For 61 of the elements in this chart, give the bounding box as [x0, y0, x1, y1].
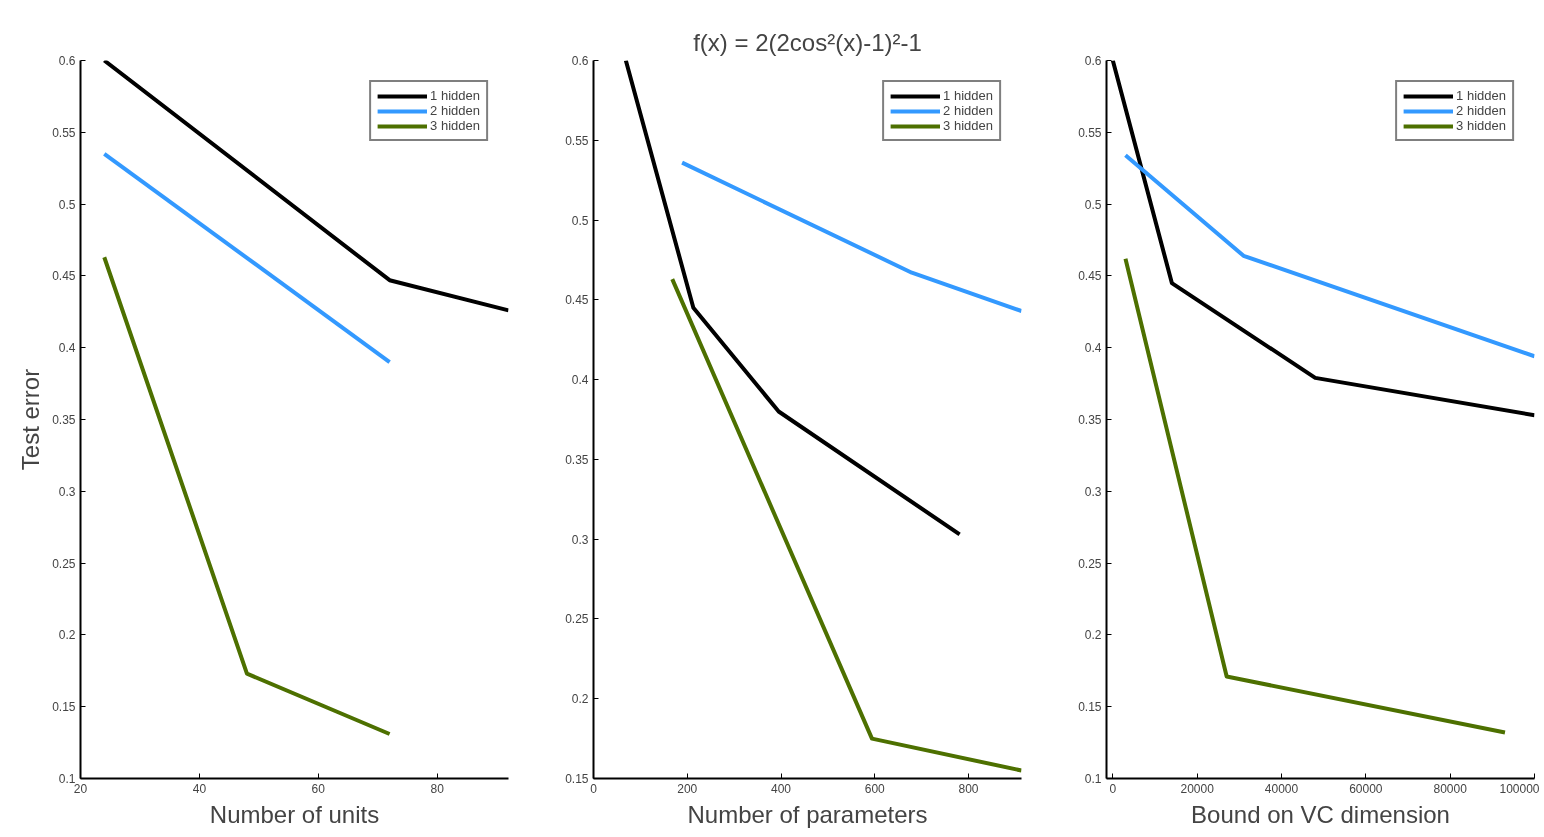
- x-axis-title: Number of parameters: [687, 800, 928, 828]
- y-tick-label: 0.3: [58, 484, 76, 499]
- x-tick-label: 20: [73, 781, 88, 796]
- x-tick-label: 60: [311, 781, 326, 796]
- x-tick-label: 400: [771, 781, 792, 796]
- y-tick-label: 0.5: [58, 197, 76, 212]
- y-tick-label: 0.35: [1078, 413, 1102, 427]
- x-tick-label: 600: [864, 781, 886, 796]
- y-tick-label: 0.6: [1084, 54, 1102, 68]
- x-tick-label: 40: [192, 781, 207, 796]
- y-tick-label: 0.4: [58, 341, 76, 356]
- legend-label: 1 hidden: [430, 88, 480, 103]
- x-axis-title: Number of units: [209, 800, 380, 828]
- x-tick-label: 20000: [1180, 781, 1215, 796]
- y-tick-label: 0.15: [52, 700, 76, 715]
- y-tick-label: 0.55: [52, 125, 76, 140]
- y-tick-label: 0.2: [571, 692, 589, 707]
- legend-label: 2 hidden: [430, 103, 480, 118]
- y-axis-title: Test error: [17, 368, 45, 471]
- x-tick-label: 40000: [1264, 781, 1299, 796]
- x-axis-title: Bound on VC dimension: [1191, 800, 1450, 828]
- y-tick-label: 0.15: [565, 772, 589, 786]
- chart-title: f(x) = 2(2cos²(x)-1)²-1: [693, 28, 922, 56]
- x-tick-label: 0: [1109, 781, 1117, 796]
- y-tick-label: 0.55: [565, 133, 589, 148]
- y-tick-label: 0.6: [571, 54, 589, 68]
- y-tick-label: 0.55: [1078, 125, 1102, 140]
- y-tick-label: 0.25: [1078, 556, 1102, 571]
- y-tick-label: 0.3: [571, 532, 589, 547]
- y-tick-label: 0.3: [1084, 484, 1102, 499]
- x-tick-label: 100000: [1499, 781, 1540, 796]
- y-tick-label: 0.2: [58, 628, 76, 643]
- legend-label: 2 hidden: [1456, 103, 1506, 118]
- y-tick-label: 0.15: [1078, 700, 1102, 715]
- y-tick-label: 0.45: [1078, 269, 1102, 284]
- y-tick-label: 0.45: [565, 293, 589, 308]
- y-tick-label: 0.5: [571, 213, 589, 228]
- y-tick-label: 0.45: [52, 269, 76, 284]
- y-tick-label: 0.6: [58, 54, 76, 68]
- legend-label: 3 hidden: [430, 118, 480, 133]
- y-tick-label: 0.25: [565, 612, 589, 627]
- y-tick-label: 0.25: [52, 556, 76, 571]
- x-tick-label: 80: [430, 781, 445, 796]
- y-tick-label: 0.2: [1084, 628, 1102, 643]
- x-tick-label: 60000: [1349, 781, 1383, 796]
- legend-label: 3 hidden: [1456, 118, 1506, 133]
- legend-label: 3 hidden: [943, 118, 993, 133]
- y-tick-label: 0.35: [565, 452, 589, 467]
- y-tick-label: 0.1: [1084, 772, 1102, 786]
- x-tick-label: 800: [958, 781, 979, 796]
- y-tick-label: 0.5: [1084, 197, 1102, 212]
- x-tick-label: 0: [590, 781, 598, 796]
- legend-label: 2 hidden: [943, 103, 993, 118]
- y-tick-label: 0.1: [58, 772, 76, 786]
- legend-label: 1 hidden: [1456, 88, 1506, 103]
- x-tick-label: 200: [677, 781, 698, 796]
- y-tick-label: 0.4: [571, 373, 589, 388]
- y-tick-label: 0.35: [52, 413, 76, 427]
- legend-label: 1 hidden: [943, 88, 993, 103]
- x-tick-label: 80000: [1433, 781, 1468, 796]
- y-tick-label: 0.4: [1084, 341, 1102, 356]
